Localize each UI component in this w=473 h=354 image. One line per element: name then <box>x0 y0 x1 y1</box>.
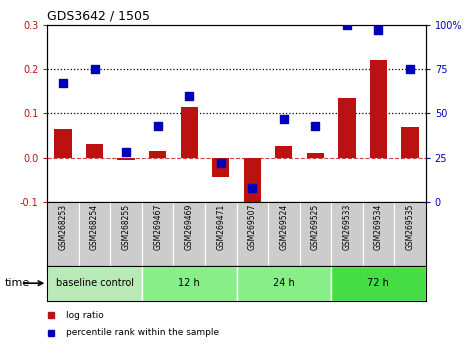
Text: GSM269525: GSM269525 <box>311 204 320 250</box>
Point <box>406 66 414 72</box>
Bar <box>110 202 142 266</box>
Text: GDS3642 / 1505: GDS3642 / 1505 <box>47 9 150 22</box>
Bar <box>307 153 324 158</box>
Text: GSM269533: GSM269533 <box>342 204 351 250</box>
Bar <box>86 144 103 158</box>
Bar <box>181 107 198 158</box>
Text: time: time <box>5 278 30 288</box>
Text: GSM268255: GSM268255 <box>122 204 131 250</box>
Bar <box>142 266 236 301</box>
Bar <box>142 202 174 266</box>
Text: log ratio: log ratio <box>66 310 104 320</box>
Bar <box>149 151 166 158</box>
Bar <box>275 147 292 158</box>
Bar <box>363 202 394 266</box>
Text: GSM269471: GSM269471 <box>216 204 225 250</box>
Bar <box>205 202 236 266</box>
Point <box>375 27 382 33</box>
Text: 24 h: 24 h <box>273 278 295 288</box>
Text: GSM269469: GSM269469 <box>184 204 194 250</box>
Text: 12 h: 12 h <box>178 278 200 288</box>
Point <box>59 80 67 86</box>
Bar <box>299 202 331 266</box>
Bar <box>338 98 356 158</box>
Text: percentile rank within the sample: percentile rank within the sample <box>66 328 219 337</box>
Text: GSM268253: GSM268253 <box>59 204 68 250</box>
Point <box>185 93 193 98</box>
Point <box>343 22 350 28</box>
Bar <box>394 202 426 266</box>
Bar <box>54 129 72 158</box>
Point <box>154 123 161 129</box>
Point <box>217 160 225 166</box>
Bar <box>331 266 426 301</box>
Bar <box>236 202 268 266</box>
Bar <box>370 60 387 158</box>
Bar <box>244 158 261 209</box>
Point <box>280 116 288 121</box>
Bar <box>236 266 331 301</box>
Text: GSM269535: GSM269535 <box>405 204 414 250</box>
Bar <box>79 202 110 266</box>
Text: 72 h: 72 h <box>368 278 389 288</box>
Text: baseline control: baseline control <box>56 278 133 288</box>
Text: GSM269534: GSM269534 <box>374 204 383 250</box>
Point <box>248 185 256 190</box>
Bar <box>268 202 299 266</box>
Point <box>123 149 130 155</box>
Bar <box>331 202 363 266</box>
Text: GSM269524: GSM269524 <box>279 204 289 250</box>
Point <box>312 123 319 129</box>
Bar <box>117 158 135 160</box>
Text: GSM269467: GSM269467 <box>153 204 162 250</box>
Text: GSM269507: GSM269507 <box>248 204 257 250</box>
Bar <box>212 158 229 177</box>
Point <box>91 66 98 72</box>
Bar <box>47 266 142 301</box>
Bar <box>401 127 419 158</box>
Bar <box>47 202 79 266</box>
Bar <box>174 202 205 266</box>
Text: GSM268254: GSM268254 <box>90 204 99 250</box>
